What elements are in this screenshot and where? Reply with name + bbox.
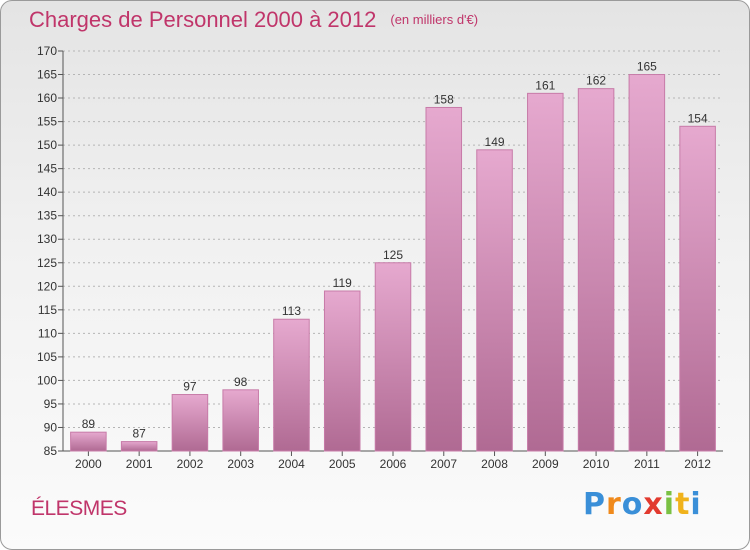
data-label-2010: 162: [586, 74, 606, 88]
bar-2001: [120, 441, 158, 452]
data-label-2007: 158: [434, 92, 454, 106]
commune-name: ÉLESMES: [31, 497, 127, 520]
y-tick-label: 125: [37, 256, 57, 270]
x-tick-label-2005: 2005: [329, 457, 356, 471]
y-tick-label: 165: [37, 68, 57, 82]
x-tick-label-2012: 2012: [684, 457, 711, 471]
bar-2010: [577, 88, 615, 452]
data-label-2009: 161: [535, 78, 555, 92]
data-label-2003: 98: [234, 375, 248, 389]
data-label-2001: 87: [132, 427, 146, 441]
data-labels: 89 87 97 98 113 119 125 158 149 161 162 165 154: [82, 60, 708, 441]
data-label-2012: 154: [688, 111, 708, 125]
y-tick-label: 110: [38, 326, 57, 340]
data-label-2004: 113: [282, 304, 301, 318]
bar-2002: [171, 394, 209, 452]
data-label-2011: 165: [637, 60, 657, 74]
bar-2008: [476, 149, 513, 452]
bar-2003: [222, 389, 259, 452]
bar-2006: [374, 262, 412, 452]
bar-2000: [70, 431, 107, 452]
y-tick-label: 150: [37, 138, 57, 152]
y-tick-label: 160: [37, 91, 57, 105]
y-tick-label: 135: [37, 209, 57, 223]
chart-title-main: Charges de Personnel 2000 à 2012: [29, 7, 377, 32]
data-label-2000: 89: [82, 417, 96, 431]
y-tick-label: 100: [37, 373, 57, 387]
data-label-2002: 97: [183, 380, 197, 394]
bar-2011: [628, 74, 666, 452]
data-label-2006: 125: [383, 248, 403, 262]
bar-2005: [323, 290, 361, 452]
bar-2012: [679, 125, 716, 452]
y-tick-label: 95: [44, 397, 58, 411]
x-tick-label-2000: 2000: [75, 457, 102, 471]
y-tick-label: 105: [37, 350, 57, 364]
y-tick-label: 90: [44, 420, 58, 434]
x-tick-label-2011: 2011: [634, 457, 660, 471]
bars: [70, 74, 716, 452]
y-tick-label: 140: [37, 185, 57, 199]
x-tick-label-2007: 2007: [430, 457, 457, 471]
x-tick-label-2002: 2002: [177, 457, 204, 471]
chart-title: Charges de Personnel 2000 à 2012 (en mill…: [29, 7, 478, 33]
x-tick-label-2001: 2001: [126, 457, 153, 471]
x-tick-label-2010: 2010: [583, 457, 610, 471]
y-tick-label: 120: [37, 279, 57, 293]
bar-2004: [273, 318, 310, 452]
y-tick-label: 170: [37, 44, 57, 58]
x-tick-label-2009: 2009: [532, 457, 559, 471]
data-label-2005: 119: [333, 276, 352, 290]
y-tick-label: 145: [37, 162, 57, 176]
x-tick-label-2008: 2008: [481, 457, 508, 471]
y-tick-label: 130: [37, 232, 57, 246]
data-label-2008: 149: [485, 135, 505, 149]
x-tick-label-2004: 2004: [278, 457, 305, 471]
proxiti-logo[interactable]: Proxiti: [583, 487, 702, 522]
chart-title-unit: (en milliers d'€): [390, 12, 479, 27]
y-tick-label: 155: [37, 115, 57, 129]
bar-2007: [425, 106, 463, 452]
bar-2009: [527, 92, 564, 452]
x-tick-label-2003: 2003: [227, 457, 254, 471]
y-tick-label: 115: [38, 303, 57, 317]
y-tick-label: 85: [44, 444, 58, 458]
x-tick-label-2006: 2006: [380, 457, 407, 471]
